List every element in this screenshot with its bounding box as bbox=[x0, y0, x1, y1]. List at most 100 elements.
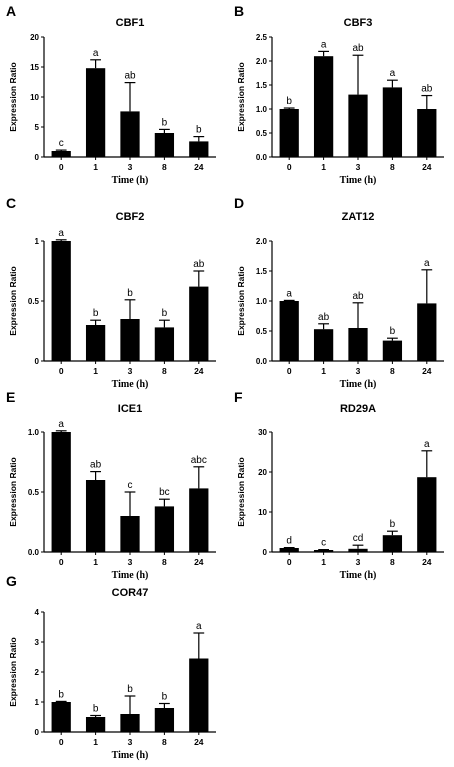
bar-0 bbox=[51, 241, 71, 361]
y-tick-label: 0.5 bbox=[28, 488, 40, 497]
chart-title: CBF1 bbox=[116, 17, 145, 29]
chart-title: CBF3 bbox=[344, 17, 373, 29]
y-tick-label: 1.0 bbox=[256, 297, 268, 306]
bar-3 bbox=[348, 548, 368, 552]
significance-label: d bbox=[286, 536, 292, 547]
panel-letter: E bbox=[6, 389, 15, 405]
x-tick-label: 3 bbox=[356, 162, 361, 172]
y-tick-label: 2 bbox=[35, 668, 40, 677]
chart-title: ZAT12 bbox=[342, 211, 375, 223]
y-tick-label: 1.5 bbox=[256, 267, 268, 276]
x-tick-label: 8 bbox=[162, 162, 167, 172]
x-tick-label: 24 bbox=[422, 366, 432, 376]
significance-label: a bbox=[58, 228, 64, 239]
significance-label: b bbox=[127, 684, 133, 695]
y-tick-label: 15 bbox=[30, 63, 39, 72]
significance-label: abc bbox=[191, 455, 207, 466]
chart-title: CBF2 bbox=[116, 211, 145, 223]
significance-label: ab bbox=[352, 43, 364, 54]
significance-label: ab bbox=[318, 312, 330, 323]
significance-label: ab bbox=[421, 84, 433, 95]
y-tick-label: 0.0 bbox=[256, 153, 268, 162]
panel-letter: C bbox=[6, 195, 16, 211]
bar-1 bbox=[85, 717, 106, 732]
y-axis-label: Expression Ratio bbox=[236, 62, 246, 131]
y-tick-label: 3 bbox=[35, 638, 40, 647]
bar-0 bbox=[51, 432, 71, 552]
x-axis-label: Time (h) bbox=[340, 570, 377, 581]
significance-label: ab bbox=[90, 460, 102, 471]
significance-label: b bbox=[58, 689, 64, 700]
significance-label: a bbox=[58, 419, 64, 430]
panel-f: F RD29A 0 10 20 30 Expression Ratio d 0 c 1 cd 3 b 8 a 2… bbox=[234, 389, 444, 581]
x-tick-label: 24 bbox=[194, 162, 204, 172]
x-tick-label: 3 bbox=[128, 737, 133, 747]
significance-label: a bbox=[390, 68, 396, 79]
y-tick-label: 2.0 bbox=[256, 57, 268, 66]
y-axis-label: Expression Ratio bbox=[8, 62, 18, 131]
x-tick-label: 0 bbox=[287, 162, 292, 172]
panel-e: E ICE1 0.0 0.5 1.0 Expression Ratio a 0 ab 1 c 3 bc 8… bbox=[6, 389, 216, 581]
significance-label: b bbox=[162, 692, 168, 703]
panel-letter: B bbox=[234, 3, 244, 19]
y-tick-label: 20 bbox=[30, 33, 39, 42]
bar-0 bbox=[279, 548, 299, 552]
x-tick-label: 1 bbox=[93, 162, 98, 172]
y-axis-label: Expression Ratio bbox=[236, 457, 246, 526]
significance-label: c bbox=[128, 480, 133, 491]
bar-8 bbox=[382, 87, 403, 157]
x-tick-label: 1 bbox=[93, 557, 98, 567]
y-axis-label: Expression Ratio bbox=[8, 266, 18, 335]
x-tick-label: 24 bbox=[422, 162, 432, 172]
panel-g: G COR47 0 1 2 3 4 Expression Ratio b 0 b 1 b 3 b 8 a 24 Ti… bbox=[6, 573, 216, 761]
bar-3 bbox=[348, 94, 368, 157]
x-tick-label: 0 bbox=[59, 162, 64, 172]
significance-label: a bbox=[286, 288, 292, 299]
x-tick-label: 0 bbox=[287, 557, 292, 567]
y-tick-label: 5 bbox=[35, 123, 40, 132]
x-tick-label: 8 bbox=[390, 162, 395, 172]
significance-label: a bbox=[424, 258, 430, 269]
significance-label: b bbox=[93, 704, 99, 715]
bar-24 bbox=[417, 477, 437, 552]
x-axis-label: Time (h) bbox=[340, 175, 377, 186]
bar-24 bbox=[417, 109, 437, 157]
significance-label: b bbox=[162, 308, 168, 319]
bar-8 bbox=[154, 708, 175, 732]
significance-label: a bbox=[196, 621, 202, 632]
bar-8 bbox=[382, 535, 403, 552]
bar-1 bbox=[85, 325, 106, 361]
y-tick-label: 0 bbox=[35, 728, 40, 737]
x-axis-label: Time (h) bbox=[112, 570, 149, 581]
x-tick-label: 8 bbox=[162, 366, 167, 376]
significance-label: c bbox=[59, 138, 64, 149]
bar-0 bbox=[51, 702, 71, 732]
y-tick-label: 1.0 bbox=[256, 105, 268, 114]
significance-label: a bbox=[93, 48, 99, 59]
y-tick-label: 10 bbox=[258, 508, 267, 517]
bar-1 bbox=[313, 56, 334, 158]
y-axis-label: Expression Ratio bbox=[8, 637, 18, 706]
chart-title: COR47 bbox=[112, 587, 149, 599]
x-tick-label: 3 bbox=[128, 366, 133, 376]
x-axis-label: Time (h) bbox=[112, 175, 149, 186]
bar-1 bbox=[313, 550, 334, 552]
x-axis-label: Time (h) bbox=[112, 750, 149, 761]
panel-letter: A bbox=[6, 3, 16, 19]
x-tick-label: 3 bbox=[356, 366, 361, 376]
y-tick-label: 20 bbox=[258, 468, 267, 477]
bar-3 bbox=[120, 319, 140, 361]
y-tick-label: 10 bbox=[30, 93, 39, 102]
significance-label: a bbox=[424, 439, 430, 450]
x-tick-label: 1 bbox=[93, 366, 98, 376]
significance-label: bc bbox=[159, 487, 170, 498]
panel-letter: G bbox=[6, 573, 17, 589]
y-tick-label: 2.0 bbox=[256, 237, 268, 246]
bar-8 bbox=[154, 133, 175, 157]
y-tick-label: 1 bbox=[35, 698, 40, 707]
x-tick-label: 24 bbox=[422, 557, 432, 567]
y-tick-label: 0 bbox=[263, 548, 268, 557]
x-axis-label: Time (h) bbox=[340, 379, 377, 390]
x-tick-label: 0 bbox=[59, 737, 64, 747]
chart-title: RD29A bbox=[340, 403, 376, 415]
